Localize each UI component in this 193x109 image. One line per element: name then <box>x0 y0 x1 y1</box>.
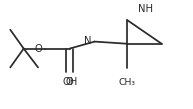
Text: N: N <box>84 36 92 46</box>
Text: O: O <box>66 77 74 87</box>
Text: O: O <box>34 44 42 54</box>
Text: OH: OH <box>62 77 77 87</box>
Text: CH₃: CH₃ <box>119 78 136 87</box>
Text: NH: NH <box>138 4 153 14</box>
